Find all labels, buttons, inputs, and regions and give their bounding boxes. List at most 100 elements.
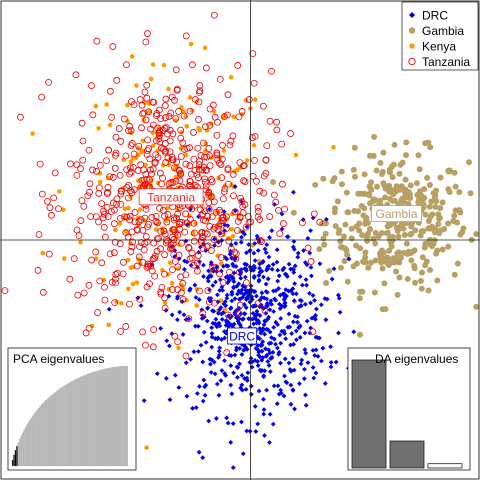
drc-point — [207, 298, 213, 304]
pca-eigenvalue-bar — [66, 383, 69, 467]
drc-point — [188, 206, 193, 212]
drc-point — [264, 300, 270, 306]
drc-point — [261, 373, 267, 379]
drc-point — [254, 311, 260, 317]
gambia-point — [428, 198, 435, 205]
drc-point — [217, 230, 223, 236]
drc-point — [251, 250, 257, 256]
gambia-point — [270, 179, 277, 186]
drc-point — [184, 393, 190, 399]
pca-eigenvalue-bar — [123, 366, 126, 467]
gambia-point — [380, 149, 387, 156]
kenya-point — [61, 256, 67, 261]
kenya-point — [161, 62, 167, 68]
gambia-point — [290, 209, 297, 216]
tanzania-point — [159, 206, 167, 214]
gambia-point — [357, 331, 364, 338]
drc-point — [307, 250, 313, 256]
gambia-point — [403, 240, 410, 247]
tanzania-point — [183, 219, 191, 227]
drc-point — [247, 291, 253, 297]
tanzania-point — [101, 283, 108, 291]
drc-point — [295, 319, 300, 325]
tanzania-point — [162, 159, 170, 166]
kenya-point — [118, 301, 124, 306]
drc-point — [247, 299, 253, 305]
gambia-point — [371, 133, 378, 140]
drc-point — [290, 355, 296, 361]
tanzania-point — [236, 268, 243, 276]
tanzania-point — [287, 130, 294, 137]
tanzania-point — [45, 250, 53, 258]
pca-eigenvalue-bar — [22, 432, 24, 467]
gambia-point — [386, 247, 393, 254]
drc-point — [206, 418, 212, 424]
gambia-point — [450, 218, 457, 225]
tanzania-point — [38, 93, 46, 101]
tanzania-point — [148, 213, 156, 221]
tanzania-point — [191, 167, 199, 174]
gambia-point — [405, 189, 412, 196]
pca-eigenvalue-bar — [27, 422, 30, 467]
drc-point — [207, 206, 212, 212]
pca-eigenvalue-bar — [82, 375, 85, 467]
kenya-point — [126, 205, 131, 211]
tanzania-point — [149, 98, 157, 106]
tanzania-point — [73, 171, 81, 179]
drc-point — [261, 396, 266, 402]
tanzania-point — [177, 153, 185, 160]
tanzania-point — [96, 277, 104, 285]
drc-point — [231, 263, 236, 269]
drc-point — [256, 352, 261, 358]
tanzania-point — [187, 216, 194, 223]
pca-eigenvalue-bar — [75, 378, 78, 467]
pca-eigenvalue-bar — [126, 365, 128, 467]
tanzania-point — [174, 286, 181, 293]
drc-point — [188, 356, 193, 362]
pca-eigenvalue-bar — [42, 403, 44, 467]
tanzania-point — [137, 161, 145, 169]
gambia-point — [385, 262, 392, 269]
drc-point — [328, 364, 334, 370]
tanzania-point — [38, 190, 46, 198]
drc-point — [182, 258, 187, 264]
tanzania-point — [165, 113, 173, 120]
drc-point — [244, 375, 250, 381]
tanzania-point — [117, 200, 125, 208]
pca-eigenvalue-bar — [46, 398, 49, 467]
tanzania-point — [210, 11, 218, 19]
tanzania-point — [219, 214, 227, 222]
drc-point — [262, 331, 268, 337]
tanzania-point — [168, 93, 176, 101]
drc-point — [257, 261, 263, 267]
drc-point — [228, 306, 233, 312]
tanzania-point — [215, 222, 223, 230]
drc-point — [205, 275, 211, 281]
drc-point — [297, 381, 302, 387]
tanzania-point — [117, 187, 125, 195]
pca-eigenvalue-bar — [80, 376, 82, 467]
gambia-point — [342, 221, 349, 228]
tanzania-point — [224, 91, 232, 99]
drc-point — [282, 296, 288, 301]
drc-point — [255, 421, 261, 427]
drc-point — [322, 296, 328, 301]
drc-point — [229, 298, 235, 304]
tanzania-point — [190, 219, 198, 227]
drc-point — [288, 368, 294, 374]
tanzania-point — [229, 171, 237, 178]
tanzania-point — [177, 273, 184, 281]
kenya-point — [229, 226, 235, 232]
tanzania-point — [103, 203, 111, 211]
drc-point — [253, 316, 258, 322]
drc-point — [290, 286, 296, 292]
tanzania-point — [213, 151, 221, 159]
tanzania-point — [208, 213, 216, 221]
pca-eigenvalue-bar — [13, 454, 15, 467]
kenya-point — [222, 307, 228, 312]
tanzania-point — [80, 289, 88, 297]
tanzania-point — [144, 262, 152, 270]
pca-eigenvalue-bar — [11, 459, 14, 467]
gambia-point — [452, 207, 459, 214]
